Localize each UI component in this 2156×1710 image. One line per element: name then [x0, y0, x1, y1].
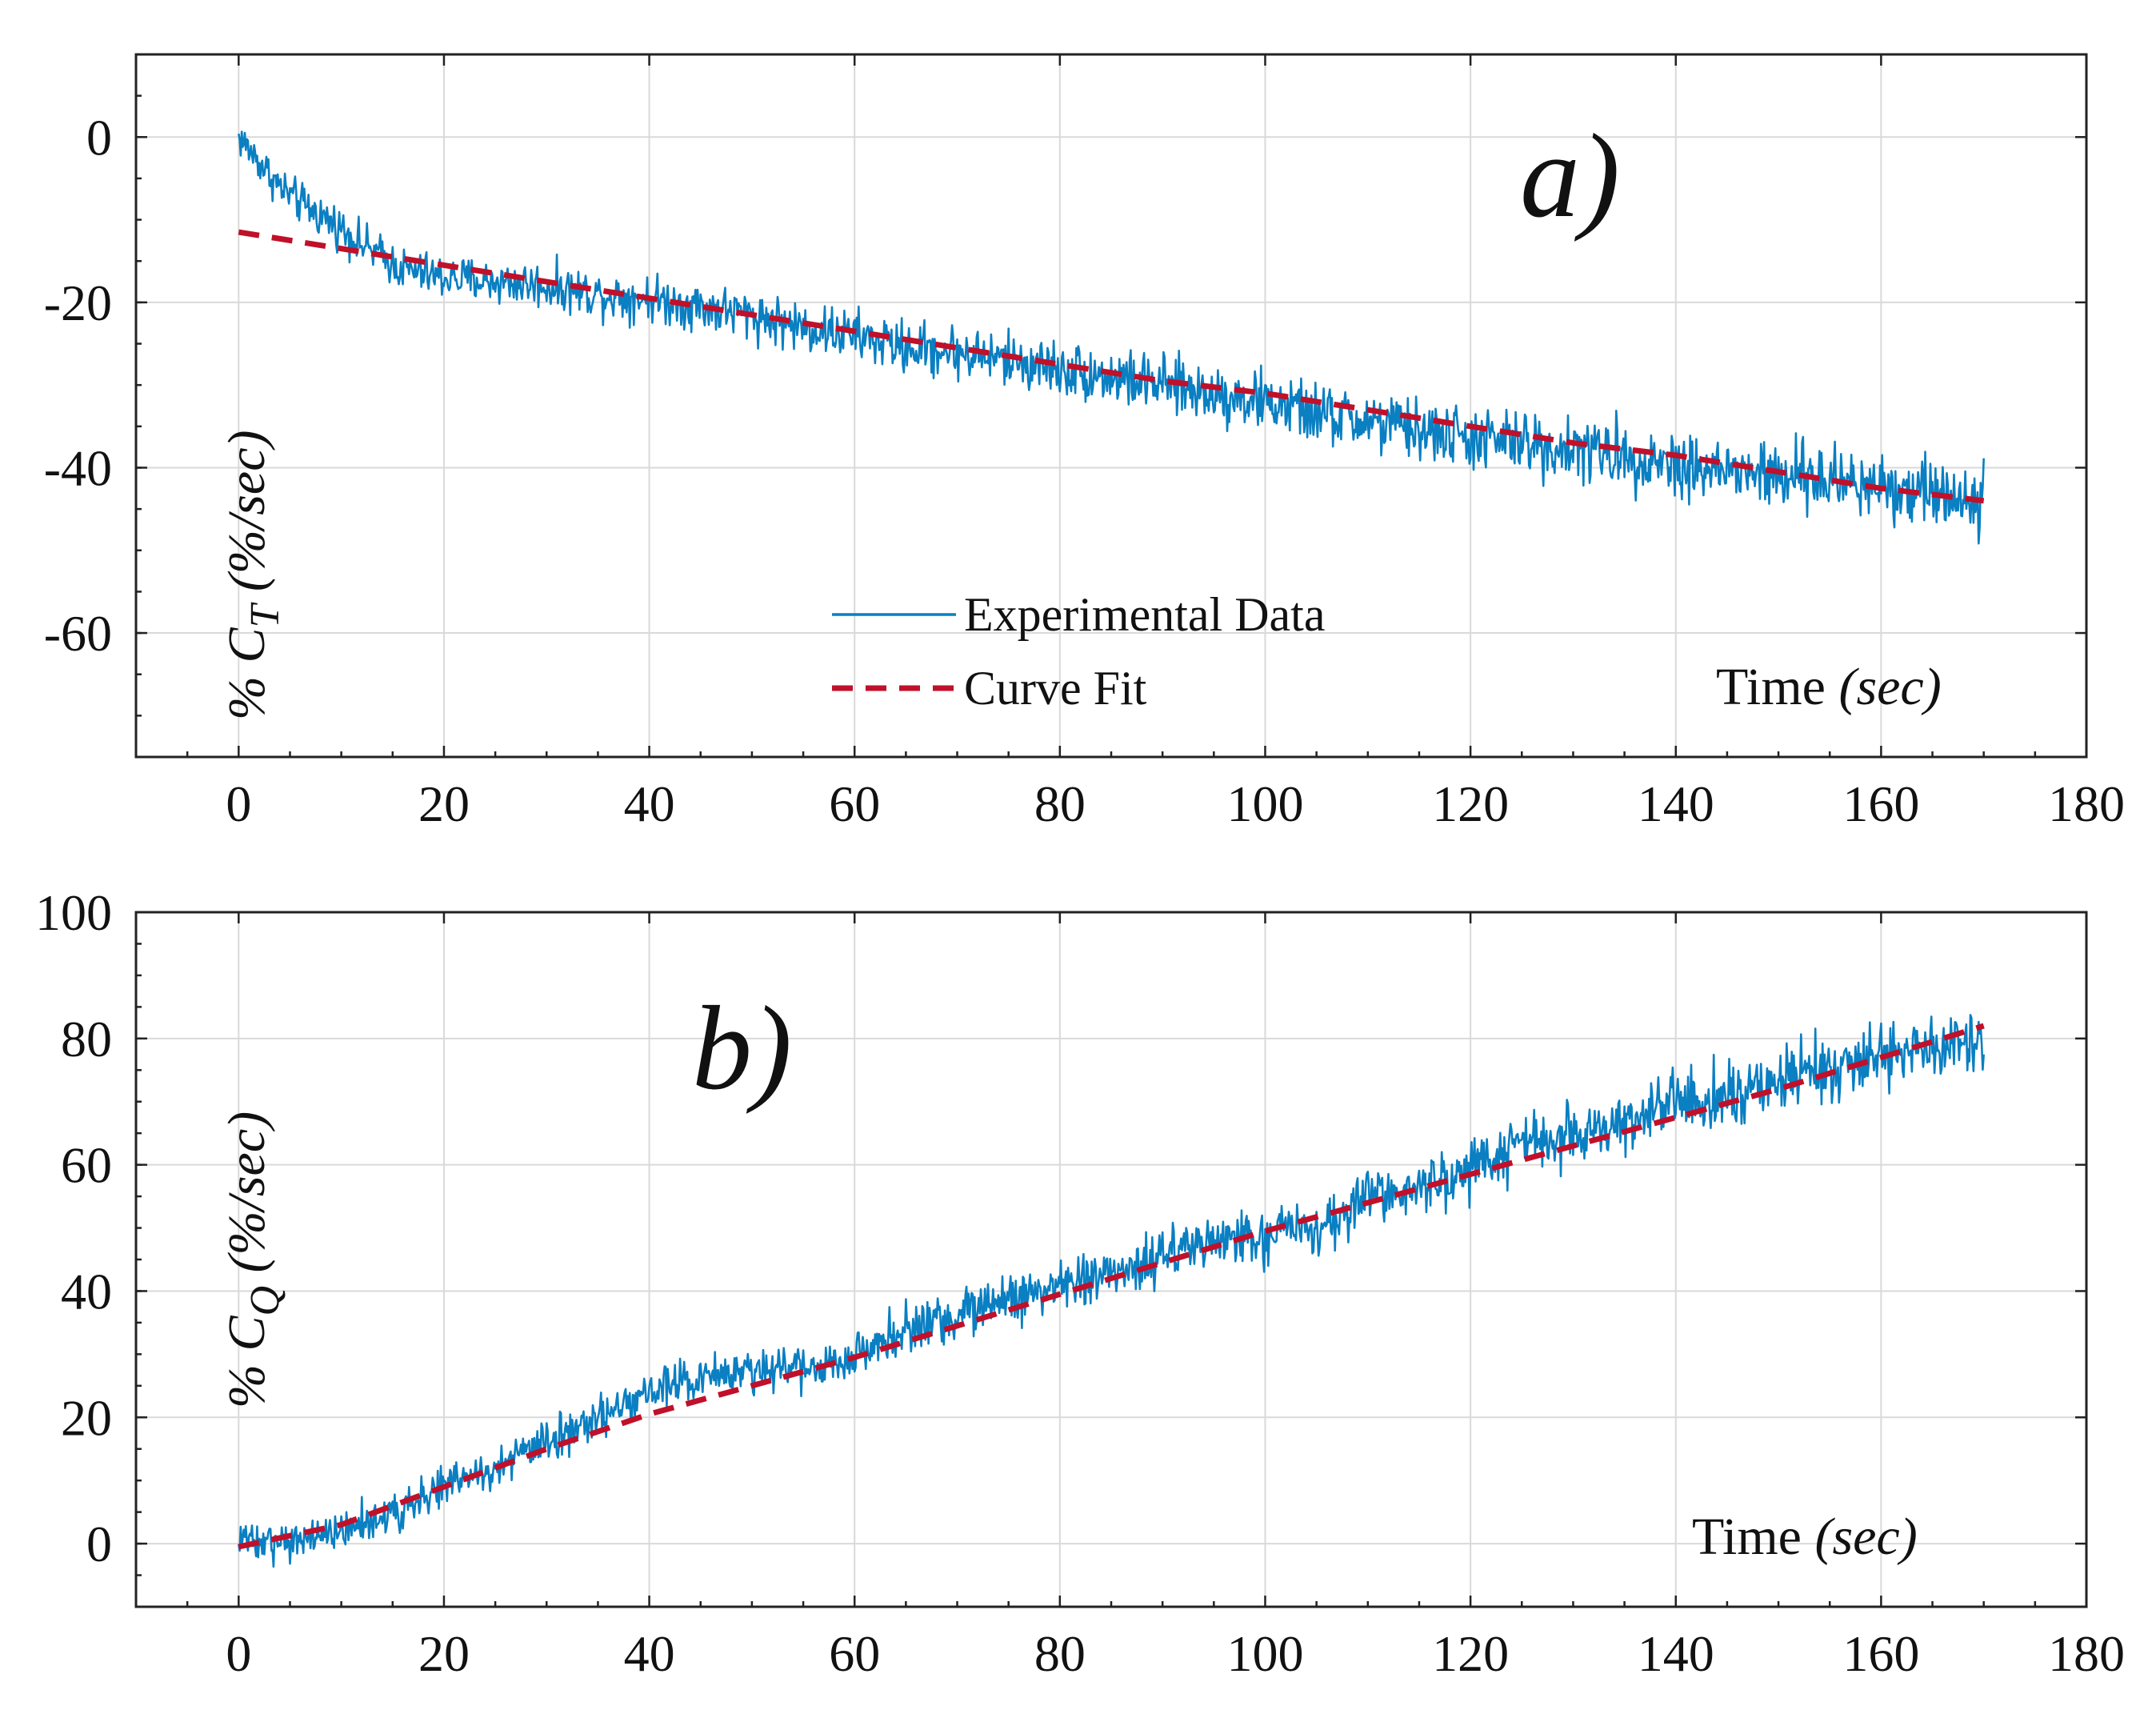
panel-a-series-fit — [238, 229, 1985, 504]
panel-a: 0 20 40 60 80 100 120 140 160 180 0 -20 -40 -60 a) % … — [44, 53, 2125, 832]
panel-a-ylabel-sub: T — [242, 603, 288, 628]
panel-b-ytick-label-0: 0 — [86, 1516, 112, 1572]
panel-a-xlabel-unit: (sec) — [1838, 658, 1941, 716]
panel-b-xtick-label-40: 40 — [624, 1625, 675, 1682]
panel-a-xtick-label-80: 80 — [1034, 775, 1086, 832]
panel-b-ylabel-prefix: % C — [218, 1316, 276, 1408]
panel-a-series-experimental — [238, 130, 1985, 545]
panel-a-xtick-label-40: 40 — [624, 775, 675, 832]
panel-b-series-experimental — [238, 1014, 1985, 1568]
panel-b-ylabel-unit: (%/sec) — [218, 1111, 276, 1286]
panel-a-xtick-label-0: 0 — [226, 775, 251, 832]
panel-a-xtick-label-160: 160 — [1842, 775, 1919, 832]
panel-a-xlabel-text: Time — [1716, 658, 1838, 716]
panel-b-xtick-label-60: 60 — [829, 1625, 880, 1682]
panel-b-xtick-label-160: 160 — [1842, 1625, 1919, 1682]
panel-a-ylabel-prefix: % C — [218, 627, 276, 720]
panel-b-ytick-label-40: 40 — [61, 1263, 112, 1320]
panel-a-xtick-label-180: 180 — [2048, 775, 2125, 832]
panel-b-xlabel-text: Time — [1692, 1508, 1814, 1566]
panel-a-xtick-label-100: 100 — [1226, 775, 1303, 832]
panel-a-xtick-label-60: 60 — [829, 775, 880, 832]
panel-b-xtick-label-140: 140 — [1638, 1625, 1714, 1682]
panel-b-xlabel-unit: (sec) — [1814, 1508, 1917, 1566]
panel-a-ytick-label--60: -60 — [44, 605, 112, 662]
panel-b-xtick-label-180: 180 — [2048, 1625, 2125, 1682]
panel-a-xlabel: Time (sec) — [1716, 658, 1942, 716]
panel-b-series-fit — [238, 1023, 1985, 1550]
panel-b-xtick-label-80: 80 — [1034, 1625, 1086, 1682]
panel-b-xtick-label-20: 20 — [418, 1625, 470, 1682]
panel-a-xtick-label-120: 120 — [1432, 775, 1509, 832]
panel-a-ytick-label-0: 0 — [86, 109, 112, 166]
panel-b-label: b) — [692, 982, 792, 1115]
panel-b-xtick-label-120: 120 — [1432, 1625, 1509, 1682]
legend: Experimental Data Curve Fit — [832, 588, 1325, 715]
panel-b-ylabel: % CQ (%/sec) — [218, 1111, 288, 1408]
legend-experimental-label: Experimental Data — [964, 588, 1325, 641]
panel-b-xlabel: Time (sec) — [1692, 1508, 1918, 1566]
panel-b-ytick-label-80: 80 — [61, 1011, 112, 1067]
panel-a-xtick-label-140: 140 — [1638, 775, 1714, 832]
panel-a-ytick-label--40: -40 — [44, 439, 112, 496]
panel-b-ylabel-sub: Q — [242, 1286, 288, 1316]
panel-a-ylabel-unit: (%/sec) — [218, 431, 276, 605]
panel-b-ytick-label-60: 60 — [61, 1137, 112, 1194]
legend-fit-label: Curve Fit — [964, 662, 1147, 715]
panel-b-xtick-label-0: 0 — [226, 1625, 251, 1682]
panel-a-label: a) — [1520, 110, 1620, 242]
panel-a-ylabel: % CT (%/sec) — [218, 431, 288, 720]
panel-a-xtick-label-20: 20 — [418, 775, 470, 832]
panel-b-xtick-label-100: 100 — [1226, 1625, 1303, 1682]
panel-a-frame — [134, 53, 2088, 759]
panel-a-ytick-label--20: -20 — [44, 274, 112, 331]
panel-b-ytick-label-100: 100 — [35, 884, 112, 941]
panel-b-ytick-label-20: 20 — [61, 1389, 112, 1446]
